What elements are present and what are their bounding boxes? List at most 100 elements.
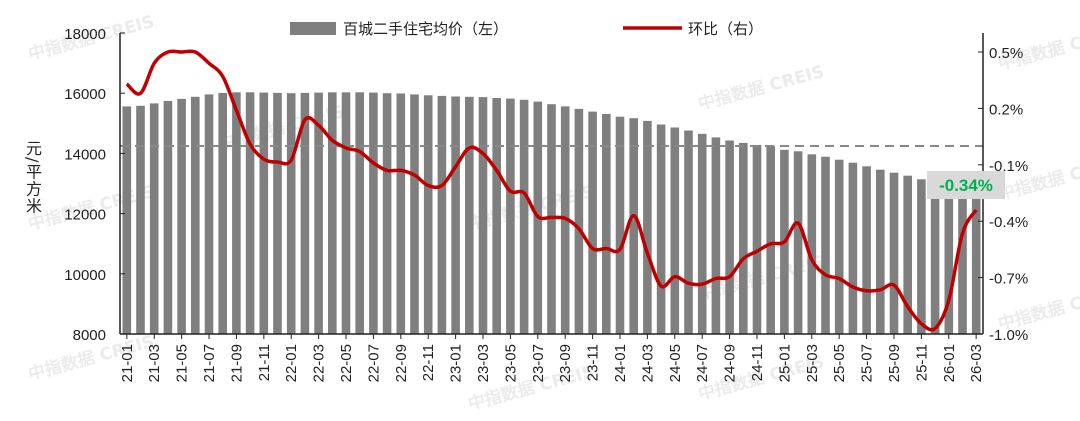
bar (629, 118, 638, 334)
y-right-tick-label: -1.0% (989, 327, 1028, 344)
annotation-text: -0.34% (939, 176, 993, 195)
bar (451, 97, 460, 335)
bar (465, 97, 474, 334)
bar (506, 99, 515, 334)
x-tick-label: 25-03 (804, 344, 821, 382)
bar (794, 151, 803, 334)
legend-bar-swatch (290, 22, 336, 35)
x-tick-label: 22-07 (365, 344, 382, 382)
bar (616, 117, 625, 334)
x-tick-label: 25-11 (913, 344, 930, 381)
legend: 百城二手住宅均价（左） 环比（右） (290, 20, 763, 38)
x-tick-label: 21-03 (146, 344, 163, 382)
legend-bar-label: 百城二手住宅均价（左） (343, 20, 508, 38)
y-right-tick-label: 0.2% (989, 101, 1023, 118)
x-tick-label: 26-03 (968, 344, 985, 382)
bar (712, 137, 721, 334)
bar (931, 182, 940, 334)
bar (835, 160, 844, 334)
bar (575, 109, 584, 334)
bar (218, 93, 227, 334)
x-tick-label: 21-11 (256, 344, 273, 381)
bar (479, 97, 488, 334)
x-tick-label: 23-09 (557, 344, 574, 382)
bar (355, 92, 364, 334)
x-tick-label: 25-09 (886, 344, 903, 382)
bar (821, 157, 830, 334)
bar (520, 100, 529, 334)
legend-line-label: 环比（右） (688, 20, 763, 38)
y-left-tick-label: 18000 (64, 26, 106, 43)
x-tick-label: 21-09 (228, 344, 245, 382)
bar (492, 98, 501, 334)
x-tick-label: 24-11 (749, 344, 766, 381)
bar (246, 92, 255, 334)
bar (424, 95, 433, 334)
x-tick-label: 23-07 (530, 344, 547, 382)
bar (342, 92, 351, 334)
y-left-tick-label: 10000 (64, 267, 106, 284)
x-tick-label: 23-01 (448, 344, 465, 382)
bar (725, 141, 734, 335)
x-tick-label: 24-01 (612, 344, 629, 382)
bar (588, 112, 597, 334)
x-tick-label: 24-07 (694, 344, 711, 382)
y-left-tick-label: 16000 (64, 86, 106, 103)
bar (753, 145, 762, 334)
bar (643, 121, 652, 334)
bar (164, 101, 173, 334)
x-tick-label: 22-05 (338, 344, 355, 382)
y-left-tick-label: 14000 (64, 146, 106, 163)
bar (273, 93, 282, 334)
last-value-annotation: -0.34% (927, 171, 1005, 199)
bar (890, 173, 899, 334)
bar (739, 143, 748, 334)
x-tick-label: 23-05 (502, 344, 519, 382)
bar (410, 94, 419, 334)
y-right-tick-label: 0.5% (989, 45, 1023, 62)
bar (657, 125, 666, 335)
x-tick-label: 26-01 (941, 344, 958, 382)
x-tick-label: 25-07 (859, 344, 876, 382)
bar (191, 97, 200, 334)
y-left-tick-label: 12000 (64, 207, 106, 224)
bar (808, 154, 817, 334)
x-tick-label: 22-11 (420, 344, 437, 381)
x-tick-label: 25-01 (776, 344, 793, 382)
bar (150, 103, 159, 334)
bar (958, 187, 967, 334)
watermark-text: 中指数据 CREIS (696, 61, 827, 115)
bar (136, 106, 145, 334)
bar-series (123, 92, 981, 334)
x-tick-label: 21-01 (119, 344, 136, 382)
x-tick-label: 23-03 (475, 344, 492, 382)
bar (177, 99, 186, 334)
x-tick-label: 22-09 (393, 344, 410, 382)
x-tick-label: 21-07 (201, 344, 218, 382)
bar (684, 131, 693, 335)
y-right-tick-label: -0.7% (989, 271, 1028, 288)
bar (438, 96, 447, 334)
x-tick-label: 21-05 (174, 344, 191, 382)
bar (287, 93, 296, 334)
x-tick-label: 25-05 (831, 344, 848, 382)
x-tick-label: 23-11 (585, 344, 602, 381)
bar (849, 163, 858, 334)
bar (698, 134, 707, 334)
y-left-tick-label: 8000 (73, 327, 106, 344)
bar (328, 92, 337, 334)
bar (205, 94, 214, 334)
bar (671, 128, 680, 335)
bar (369, 93, 378, 334)
bar (123, 106, 132, 334)
x-tick-label: 24-09 (722, 344, 739, 382)
bar (862, 166, 871, 334)
bar (397, 94, 406, 335)
y-axis-left-title: 元/平方米 (20, 140, 44, 214)
x-tick-label: 22-01 (283, 344, 300, 382)
bar (383, 93, 392, 334)
bar (232, 92, 241, 334)
bar (260, 93, 269, 334)
bar (876, 170, 885, 334)
